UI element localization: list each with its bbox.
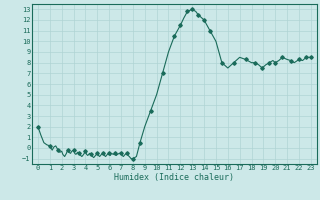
X-axis label: Humidex (Indice chaleur): Humidex (Indice chaleur) [115, 173, 234, 182]
